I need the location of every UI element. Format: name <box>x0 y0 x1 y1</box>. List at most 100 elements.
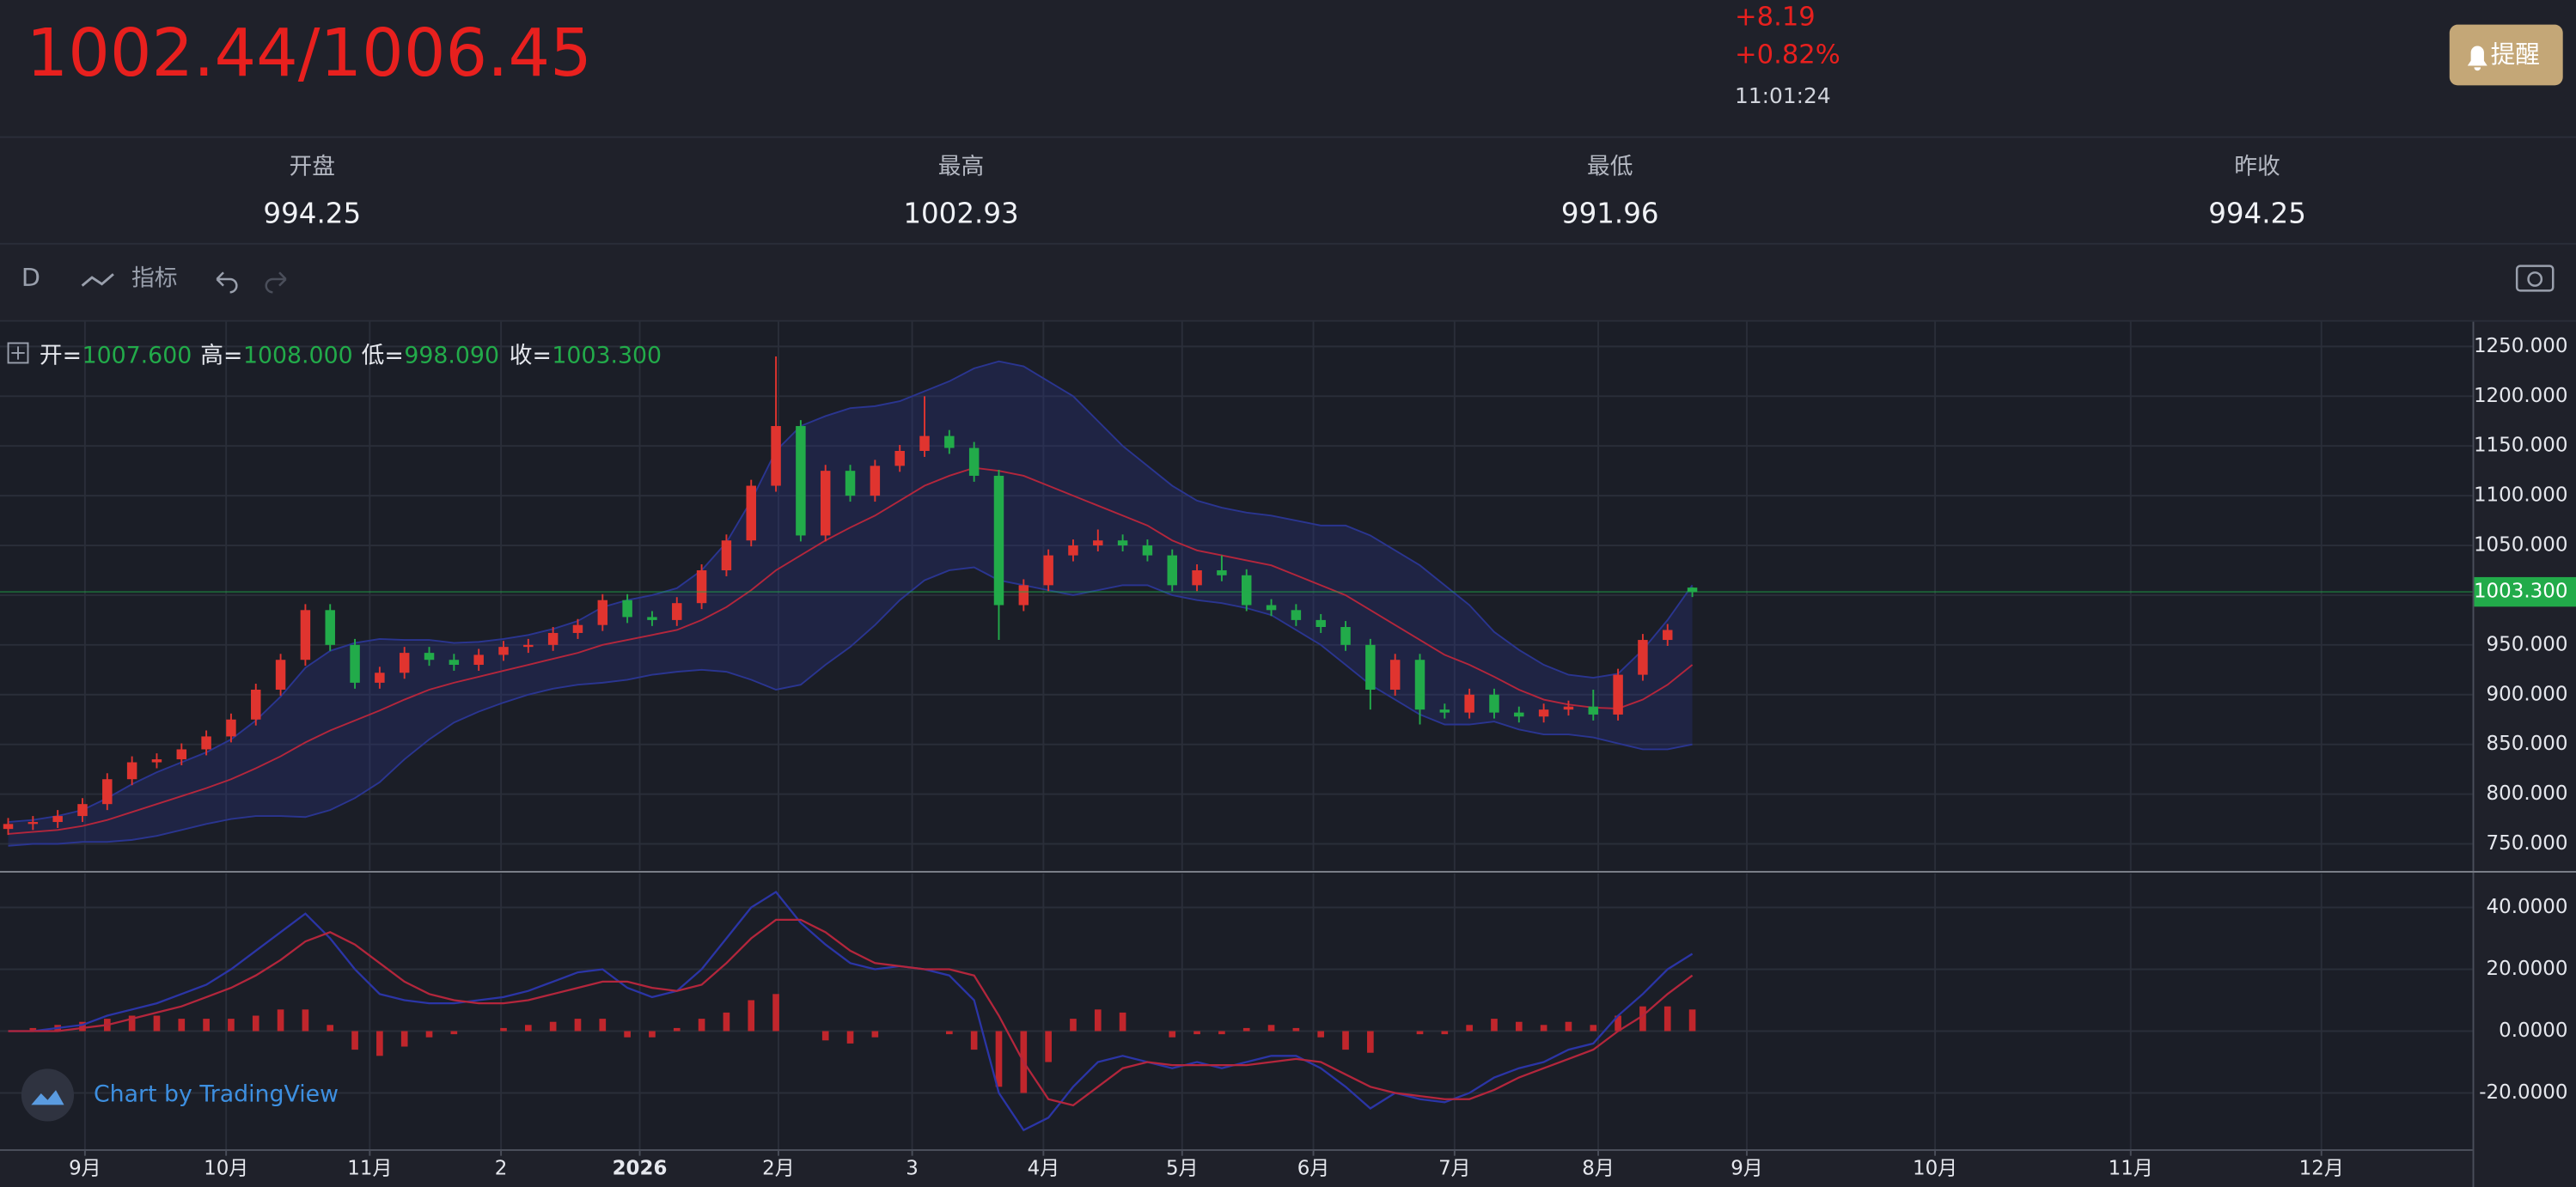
x-tick-label: 12月 <box>2299 1157 2344 1179</box>
legend-label: 高= <box>200 342 242 368</box>
histogram-bar <box>1688 1009 1696 1032</box>
camera-body[interactable] <box>2515 265 2555 292</box>
candle-body <box>696 569 707 604</box>
histogram-bar <box>153 1015 161 1032</box>
histogram-bar <box>1615 1015 1621 1032</box>
candle-body <box>1663 630 1673 641</box>
histogram-bar <box>1193 1031 1200 1035</box>
price-marker-label: 1003.300 <box>2474 581 2567 603</box>
x-tick-label: 10月 <box>1913 1157 1957 1179</box>
legend-toggle[interactable] <box>7 342 29 364</box>
legend-label: 低= <box>362 342 404 368</box>
histogram-bar <box>772 994 779 1032</box>
candle-body <box>1340 627 1351 645</box>
price: 1002.44/1006.45 <box>27 15 592 92</box>
interval-button[interactable]: D <box>21 263 40 292</box>
candle-body <box>1315 619 1326 628</box>
y-tick-label: 900.000 <box>2487 683 2568 705</box>
redo-icon[interactable] <box>265 271 287 294</box>
candle-body <box>176 749 187 760</box>
candle-body <box>820 471 831 536</box>
candle-body <box>1563 706 1574 710</box>
histogram-bar <box>228 1019 235 1032</box>
histogram-bar <box>723 1012 730 1032</box>
candle-body <box>1241 575 1252 606</box>
histogram-bar <box>995 1031 1003 1087</box>
histogram-bar <box>624 1031 631 1038</box>
logo-circle[interactable] <box>21 1068 75 1122</box>
histogram-bar <box>178 1019 186 1032</box>
candle-body <box>1266 605 1277 611</box>
legend-label: 收= <box>510 342 552 368</box>
candle-body <box>1464 694 1474 713</box>
candle-body <box>226 719 236 737</box>
indicators-button[interactable]: 指标 <box>131 265 178 291</box>
stat-label: 最低 <box>1587 153 1633 180</box>
histogram-bar <box>871 1031 879 1038</box>
candle-body <box>300 610 311 660</box>
chart-area <box>0 321 2473 1150</box>
candle-body <box>1365 644 1376 690</box>
histogram-bar <box>1045 1031 1052 1062</box>
candle-body <box>1638 640 1648 675</box>
x-tick-label: 9月 <box>1731 1157 1763 1179</box>
candle-body <box>1192 569 1202 586</box>
candle-body <box>1514 712 1524 717</box>
plot: 750.000800.000850.000900.000950.0001000.… <box>0 321 2576 1179</box>
x-tick-label: 11月 <box>2109 1157 2153 1179</box>
logo-icon[interactable] <box>31 1090 64 1105</box>
candle-body <box>449 660 460 666</box>
y-tick-label: 850.000 <box>2487 733 2568 755</box>
histogram-bar <box>525 1025 532 1032</box>
x-tick-label: 6月 <box>1297 1157 1330 1179</box>
candle-body <box>126 762 137 780</box>
histogram-bar <box>277 1009 284 1032</box>
undo-icon[interactable] <box>216 271 238 294</box>
bell-icon[interactable] <box>2467 46 2487 71</box>
candle-body <box>547 632 559 645</box>
candle-body <box>1217 569 1227 575</box>
histogram-bar <box>302 1009 309 1032</box>
histogram-bar <box>425 1031 433 1038</box>
histogram-bar <box>400 1031 408 1047</box>
stat-label: 最高 <box>938 153 985 180</box>
histogram-bar <box>673 1027 681 1032</box>
y-tick-label: -20.0000 <box>2479 1081 2567 1104</box>
candle-body <box>3 824 14 830</box>
signal-line <box>8 918 1694 1107</box>
x-tick-label: 2 <box>495 1157 508 1179</box>
camera-lens[interactable] <box>2527 271 2543 287</box>
x-tick-label: 9月 <box>69 1157 101 1179</box>
legend-value: 998.090 <box>404 342 499 368</box>
y-tick-label: 1100.000 <box>2474 484 2567 507</box>
stat-label: 昨收 <box>2234 153 2280 180</box>
tradingview-logo[interactable]: Chart by TradingView <box>21 1068 339 1122</box>
candle-body <box>944 435 955 448</box>
indicator-icon[interactable] <box>81 273 114 287</box>
legend-value: 1007.600 <box>82 342 192 368</box>
candle-body <box>1538 709 1549 717</box>
candle-body <box>721 540 732 570</box>
y-tick-label: 750.000 <box>2487 832 2568 855</box>
histogram-bar <box>846 1031 854 1044</box>
candle-body <box>1018 585 1029 606</box>
candle-body <box>647 617 657 620</box>
alert-button[interactable]: 提醒 <box>2449 24 2563 86</box>
candle-body <box>473 654 484 666</box>
candle-body <box>201 736 211 750</box>
histogram-bar <box>351 1031 358 1050</box>
histogram-bar <box>128 1015 136 1032</box>
screenshot-button[interactable] <box>2515 265 2555 292</box>
candle-body <box>424 653 435 660</box>
histogram-bar <box>748 1000 755 1032</box>
histogram-bar <box>327 1025 334 1032</box>
macd-line <box>8 890 1694 1132</box>
legend-toggle-icon[interactable] <box>11 346 25 360</box>
stats: 开盘 994.25 最高 1002.93 最低 991.96 昨收 994.25 <box>263 153 2305 229</box>
stat-value: 991.96 <box>1561 197 1659 229</box>
candle-body <box>1414 660 1425 710</box>
histogram-bar <box>1639 1006 1646 1032</box>
alert-label[interactable]: 提醒 <box>2491 40 2540 69</box>
watermark[interactable]: Chart by TradingView <box>94 1080 339 1107</box>
